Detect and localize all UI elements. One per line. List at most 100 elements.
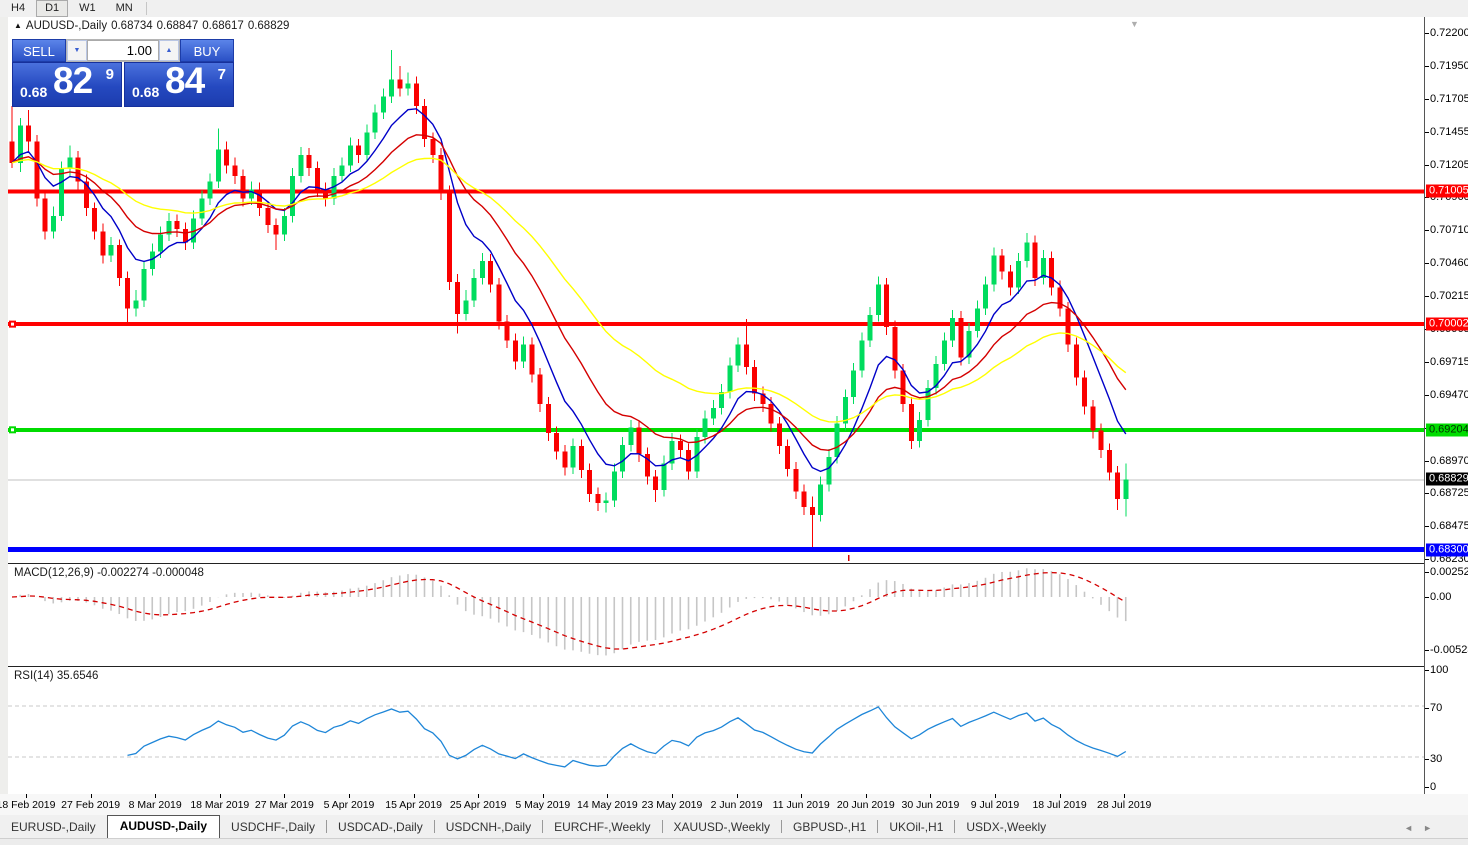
axis-tick-mark [1425,526,1429,528]
axis-tick-mark [1425,164,1429,166]
tab-separator [781,820,782,833]
date-tick-mark [349,794,350,798]
tab-separator [954,820,956,833]
date-tick-mark [478,794,480,798]
tab-usdchf-daily[interactable]: USDCHF-,Daily [231,820,316,834]
price-tick-label: 0.71950 [1430,60,1468,73]
date-tick-mark [542,794,544,798]
chart-tab-bar: EURUSD-,Daily AUDUSD-,Daily USDCHF-,Daily U… [0,815,1468,838]
tab-separator [433,820,435,833]
price-tick-label: 0.70710 [1430,224,1468,237]
axis-tick-mark [1425,230,1429,232]
date-tick-mark [607,794,609,798]
tab-usdcad-daily[interactable]: USDCAD-,Daily [338,820,423,834]
axis-tick-mark [1425,597,1429,598]
date-label: 5 Apr 2019 [323,799,375,811]
timeframe-button-mn[interactable]: MN [115,2,133,14]
date-label: 15 Apr 2019 [385,799,442,811]
tab-xauusd-weekly[interactable]: XAUUSD-,Weekly [673,820,770,834]
axis-tick-mark [1425,759,1429,760]
buy-price-big: 84 [165,60,205,101]
date-label: 18 Mar 2019 [190,799,250,811]
quote-close: 0.68829 [247,20,290,32]
price-tick-label: 0.68970 [1430,454,1468,467]
sell-button[interactable]: SELL [12,39,66,62]
sell-price-display[interactable]: 0.68 82 9 [12,60,122,107]
rsi-chart [8,705,1424,768]
sell-price-prefix: 0.68 [20,84,48,100]
tab-ukoil-h1[interactable]: UKOil-,H1 [889,820,944,834]
tab-separator [661,820,663,833]
rsi-tick-label: 0 [1430,781,1437,793]
price-tick-label: 0.68475 [1430,520,1468,533]
date-label: 8 Mar 2019 [128,799,182,811]
macd-panel[interactable]: MACD(12,26,9) -0.002274 -0.000048 [8,561,1424,665]
price-tag-0.68300: 0.68300 [1426,543,1468,557]
sell-price-big: 82 [53,60,93,101]
axis-tick-mark [1425,362,1429,364]
price-tick-label: 0.71205 [1430,158,1468,171]
tab-separator [877,820,879,833]
date-label: 14 May 2019 [577,799,638,811]
date-tick-mark [995,794,996,798]
tab-separator [542,820,544,833]
tab-eurchf-weekly[interactable]: EURCHF-,Weekly [554,820,651,834]
date-tick-mark [90,794,92,798]
timeframe-button-w1[interactable]: W1 [79,2,96,14]
volume-increase-button[interactable]: ▲ [159,40,179,61]
price-tick-label: 0.70215 [1430,289,1468,302]
date-label: 28 Jul 2019 [1097,799,1152,811]
chart-shift-marker-icon[interactable]: ▼ [1130,19,1139,29]
buy-price-display[interactable]: 0.68 84 7 [124,60,234,107]
rsi-name: RSI(14) [14,670,54,682]
tab-eurusd-daily[interactable]: EURUSD-,Daily [11,820,96,834]
axis-tick-mark [1425,669,1429,671]
date-label: 5 May 2019 [515,799,571,811]
axis-tick-mark [1425,493,1429,495]
timeframe-button-h4[interactable]: H4 [11,2,26,14]
time-axis[interactable]: 18 Feb 2019 27 Feb 2019 8 Mar 2019 18 Mar 2… [0,794,1468,815]
price-tag-0.69204: 0.69204 [1426,423,1468,437]
volume-input[interactable]: 1.00 [87,40,159,61]
buy-price-sup: 7 [217,66,226,83]
rsi-value: 35.6546 [56,670,99,682]
volume-decrease-button[interactable]: ▼ [67,40,87,61]
date-label: 27 Mar 2019 [254,799,314,811]
horizontal-scrollbar[interactable] [0,838,1468,845]
axis-tick-mark [1425,66,1429,68]
sell-price-sup: 9 [105,66,114,83]
date-label: 27 Feb 2019 [61,799,121,811]
rsi-label: RSI(14) 35.6546 [14,670,98,682]
date-label: 30 Jun 2019 [901,799,960,811]
axis-tick-mark [1425,263,1429,265]
quote-low: 0.68617 [202,20,244,32]
tab-audusd-daily[interactable]: AUDUSD-,Daily [106,815,221,838]
toolbar-separator [145,2,147,15]
axis-tick-mark [1425,295,1429,297]
date-label: 18 Feb 2019 [0,799,56,811]
chart-symbol-period: AUDUSD-,Daily [25,20,108,32]
rsi-tick-label: 70 [1430,702,1443,714]
tab-gbpusd-h1[interactable]: GBPUSD-,H1 [793,820,867,834]
axis-tick-mark [1425,558,1429,560]
tab-usdx-weekly[interactable]: USDX-,Weekly [966,820,1047,834]
panel-splitter[interactable] [8,561,1424,564]
tab-scroll-right-icon[interactable]: ► [1423,823,1442,833]
panel-splitter[interactable] [8,664,1424,667]
date-label: 20 Jun 2019 [836,799,895,811]
price-tag-0.68829: 0.68829 [1426,472,1468,486]
date-tick-mark [219,794,221,798]
price-tick-label: 0.70460 [1430,257,1468,270]
rsi-panel[interactable]: RSI(14) 35.6546 [8,664,1424,795]
tab-usdcnh-daily[interactable]: USDCNH-,Daily [445,820,532,834]
buy-button[interactable]: BUY [180,39,234,62]
price-axis[interactable]: 0.722000.719500.717050.714550.712050.709… [1424,17,1468,794]
macd-tick-label: 0.00 [1430,591,1452,603]
price-tag-0.70002: 0.70002 [1426,317,1468,331]
timeframe-button-d1[interactable]: D1 [36,0,69,17]
macd-tick-label: -0.005234 [1430,643,1468,656]
main-chart-plot[interactable]: ▲ AUDUSD-,Daily 0.68734 0.68847 0.68617 0.688… [8,17,1424,562]
date-tick-mark [865,794,867,798]
tab-scroll-left-icon[interactable]: ◄ [1404,823,1424,833]
date-label: 11 Jun 2019 [772,799,830,811]
